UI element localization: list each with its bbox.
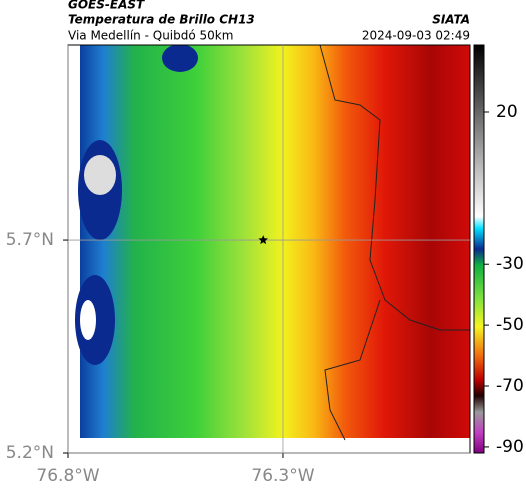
cold-cloud (84, 155, 116, 195)
brightness-field (80, 45, 470, 438)
title: Temperatura de Brillo CH13 (68, 13, 255, 27)
cold-cloud (80, 300, 96, 340)
image (68, 45, 470, 453)
border (319, 45, 470, 331)
timestamp: 2024-09-03 02:49 (362, 29, 470, 43)
subtitle: Via Medellín - Quibdó 50km (68, 29, 233, 43)
colorbar-label: -30 (496, 254, 524, 274)
agency: GOES-EAST (68, 0, 145, 12)
y-tick-label: 5.7°N (6, 230, 54, 250)
colorbar-label: -50 (496, 315, 524, 335)
cold-cloud (162, 45, 198, 72)
x-tick-label: 76.8°W (36, 466, 99, 486)
colorbar-label: -90 (496, 437, 524, 457)
y-tick-label: 5.2°N (6, 443, 54, 463)
location-marker (258, 235, 268, 245)
colorbar (473, 44, 485, 454)
border (324, 299, 381, 441)
header: GOES-EAST Temperatura de Brillo CH13 Via… (68, 0, 470, 43)
colorbar-label: -70 (496, 376, 524, 396)
axes: 76.8°W 76.3°W 5.2°N 5.7°N 20 -30 -50 -70 -90 (6, 45, 524, 486)
colorbar-label: 20 (496, 102, 518, 122)
x-tick-label: 76.3°W (251, 466, 314, 486)
source: SIATA (432, 13, 470, 27)
